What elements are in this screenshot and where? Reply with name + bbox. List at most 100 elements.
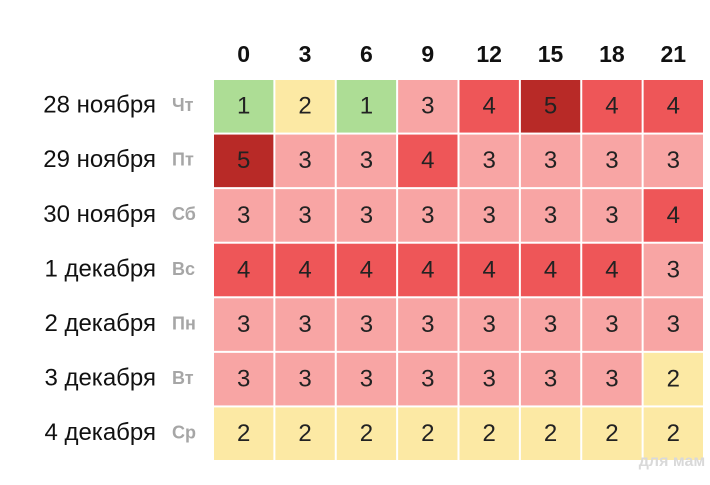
cell [643,134,703,188]
cell-value: 3 [298,311,311,338]
cell-value: 3 [421,311,434,338]
cell-value: 3 [605,311,618,338]
cell [582,80,642,133]
cell [582,134,642,188]
cell-value: 4 [605,256,618,283]
column-label: 18 [599,41,625,67]
row-label: 1 декабря [44,255,156,282]
cell-value: 4 [298,256,311,283]
cell [336,134,397,188]
cell-value: 3 [360,365,373,392]
cell-value: 2 [667,365,680,392]
weekday-label: Вт [172,368,194,388]
column-label: 6 [360,41,373,67]
cell-value: 3 [421,202,434,229]
cell [336,298,397,351]
cell [582,189,642,242]
row-label: 4 декабря [44,419,156,446]
cell-value: 3 [605,147,618,174]
cell-value: 3 [667,256,680,283]
cell [398,407,458,460]
cell [459,243,519,297]
cell-value: 5 [544,93,557,120]
cell [459,407,519,460]
cell [214,243,274,297]
cell-value: 2 [298,93,311,120]
cell-value: 4 [605,93,618,120]
cell-value: 4 [360,256,373,283]
cell-value: 4 [544,256,557,283]
cell [459,189,519,242]
column-label: 21 [661,41,687,67]
cell [643,243,703,297]
cell-value: 3 [483,365,496,392]
weekday-label: Вс [172,259,195,279]
cell [398,298,458,351]
cell-value: 3 [483,147,496,174]
cell-value: 3 [421,93,434,120]
cell [582,407,642,460]
cell-value: 3 [298,147,311,174]
cell-value: 3 [360,147,373,174]
weekday-label: Ср [172,422,196,442]
cell [214,298,274,351]
cell-value: 3 [360,311,373,338]
cell-value: 3 [605,202,618,229]
cell [520,80,581,133]
cell [643,352,703,406]
cell [520,189,581,242]
cell-value: 3 [667,147,680,174]
cell-value: 2 [237,420,250,447]
weekday-label: Чт [172,95,194,115]
cell-value: 1 [360,93,373,120]
cell-value: 3 [605,365,618,392]
cell-value: 3 [483,202,496,229]
cell [582,298,642,351]
cell [398,189,458,242]
cell-value: 4 [667,93,680,120]
cell [398,243,458,297]
cell [520,243,581,297]
cell [275,189,335,242]
row-label: 29 ноября [43,146,156,173]
cell [582,243,642,297]
cell-value: 3 [421,365,434,392]
cell [336,80,397,133]
cell [214,80,274,133]
cell [275,243,335,297]
weekday-label: Пн [172,313,196,333]
weekday-label: Сб [172,204,196,224]
row-label: 30 ноября [43,201,156,228]
cell-value: 3 [237,365,250,392]
cell [214,407,274,460]
cell [275,80,335,133]
cell [275,407,335,460]
cell-value: 5 [237,147,250,174]
row-label: 28 ноября [43,92,156,119]
cell-value: 4 [421,256,434,283]
cell [643,189,703,242]
cell [459,134,519,188]
cell-value: 3 [360,202,373,229]
cell [582,352,642,406]
cell [643,80,703,133]
cell [520,407,581,460]
cell [459,298,519,351]
column-label: 12 [476,41,502,67]
cell [398,352,458,406]
cell [214,134,274,188]
cell-value: 2 [667,420,680,447]
cell-value: 4 [483,256,496,283]
cell [336,407,397,460]
cell [275,134,335,188]
watermark: для мам [639,453,705,470]
cell [398,80,458,133]
row-label: 3 декабря [44,364,156,391]
cell-value: 4 [667,202,680,229]
cell-value: 2 [421,420,434,447]
cell [520,298,581,351]
row-label: 2 декабря [44,310,156,337]
cell [336,189,397,242]
cell-value: 2 [544,420,557,447]
cell [398,134,458,188]
